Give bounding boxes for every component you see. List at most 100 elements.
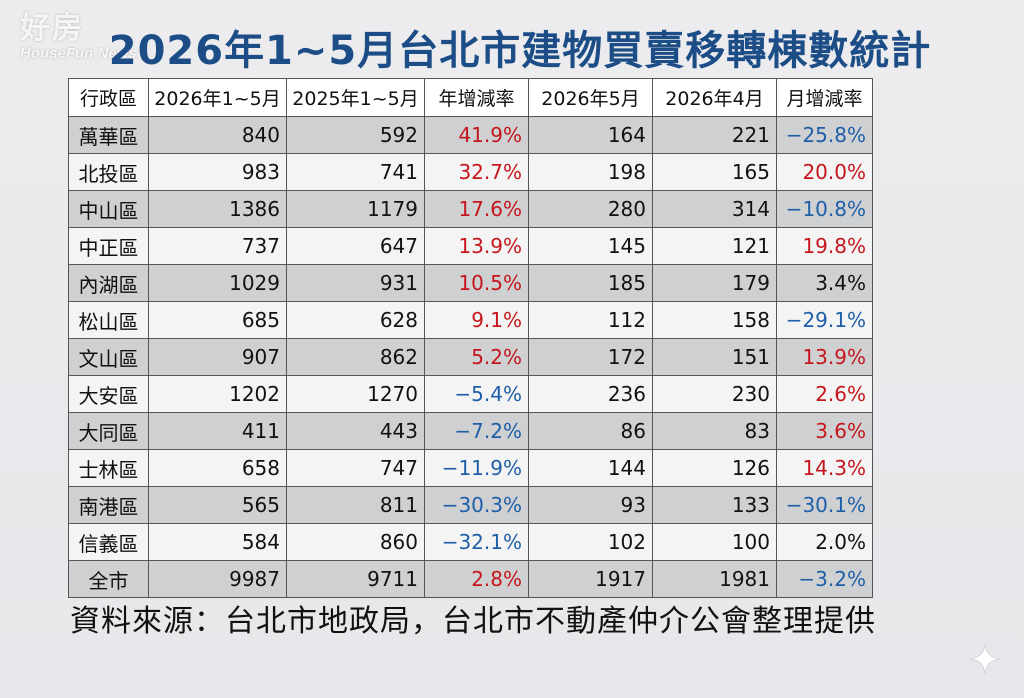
rate-cell: 2.0%	[776, 523, 873, 561]
rate-cell: 2.6%	[776, 375, 873, 413]
count-cell: 280	[528, 190, 653, 228]
rate-cell: 13.9%	[424, 227, 529, 265]
table-row: 信義區 584 860 −32.1% 102 100 2.0%	[68, 523, 873, 561]
watermark: 好房 HouseFun News	[20, 11, 137, 62]
count-cell: 145	[528, 227, 653, 265]
count-cell: 840	[148, 116, 287, 154]
table-row: 中正區 737 647 13.9% 145 121 19.8%	[68, 227, 873, 265]
count-cell: 121	[652, 227, 777, 265]
column-header: 2026年4月	[652, 78, 777, 117]
rate-cell: 2.8%	[424, 560, 529, 598]
count-cell: 811	[286, 486, 425, 524]
count-cell: 151	[652, 338, 777, 376]
rate-cell: 10.5%	[424, 264, 529, 302]
count-cell: 93	[528, 486, 653, 524]
rate-cell: −30.3%	[424, 486, 529, 524]
district-cell: 大同區	[68, 412, 149, 450]
district-cell: 松山區	[68, 301, 149, 339]
count-cell: 9987	[148, 560, 287, 598]
count-cell: 230	[652, 375, 777, 413]
count-cell: 102	[528, 523, 653, 561]
count-cell: 1179	[286, 190, 425, 228]
column-header: 2025年1~5月	[286, 78, 425, 117]
count-cell: 862	[286, 338, 425, 376]
count-cell: 658	[148, 449, 287, 487]
district-cell: 士林區	[68, 449, 149, 487]
rate-cell: 20.0%	[776, 153, 873, 191]
count-cell: 983	[148, 153, 287, 191]
column-header: 行政區	[68, 78, 149, 117]
count-cell: 1981	[652, 560, 777, 598]
rate-cell: 9.1%	[424, 301, 529, 339]
count-cell: 1917	[528, 560, 653, 598]
count-cell: 221	[652, 116, 777, 154]
page-title: 2026年1~5月台北市建物買賣移轉棟數統計	[108, 28, 932, 74]
rate-cell: −5.4%	[424, 375, 529, 413]
count-cell: 164	[528, 116, 653, 154]
district-cell: 北投區	[68, 153, 149, 191]
rate-cell: 13.9%	[776, 338, 873, 376]
rate-cell: −29.1%	[776, 301, 873, 339]
table-body: 萬華區 840 592 41.9% 164 221 −25.8% 北投區 983 741 32.7%…	[68, 116, 873, 598]
watermark-logo-text: 好房	[20, 11, 84, 46]
count-cell: 172	[528, 338, 653, 376]
count-cell: 747	[286, 449, 425, 487]
table-row: 松山區 685 628 9.1% 112 158 −29.1%	[68, 301, 873, 339]
table-header-row: 行政區 2026年1~5月 2025年1~5月 年增減率 2026年5月 202…	[68, 78, 873, 117]
watermark-subtext: HouseFun News	[20, 45, 137, 62]
count-cell: 931	[286, 264, 425, 302]
count-cell: 565	[148, 486, 287, 524]
count-cell: 83	[652, 412, 777, 450]
count-cell: 584	[148, 523, 287, 561]
table-row: 南港區 565 811 −30.3% 93 133 −30.1%	[68, 486, 873, 524]
rate-cell: 19.8%	[776, 227, 873, 265]
count-cell: 179	[652, 264, 777, 302]
rate-cell: 5.2%	[424, 338, 529, 376]
district-cell: 中山區	[68, 190, 149, 228]
table-row: 萬華區 840 592 41.9% 164 221 −25.8%	[68, 116, 873, 154]
rate-cell: 17.6%	[424, 190, 529, 228]
source-note: 資料來源：台北市地政局，台北市不動產仲介公會整理提供	[70, 604, 876, 639]
count-cell: 198	[528, 153, 653, 191]
district-cell: 中正區	[68, 227, 149, 265]
column-header: 年增減率	[424, 78, 529, 117]
count-cell: 1202	[148, 375, 287, 413]
count-cell: 165	[652, 153, 777, 191]
count-cell: 133	[652, 486, 777, 524]
rate-cell: −7.2%	[424, 412, 529, 450]
count-cell: 158	[652, 301, 777, 339]
count-cell: 86	[528, 412, 653, 450]
rate-cell: 32.7%	[424, 153, 529, 191]
count-cell: 100	[652, 523, 777, 561]
count-cell: 741	[286, 153, 425, 191]
count-cell: 628	[286, 301, 425, 339]
count-cell: 685	[148, 301, 287, 339]
rate-cell: −32.1%	[424, 523, 529, 561]
table-row: 中山區 1386 1179 17.6% 280 314 −10.8%	[68, 190, 873, 228]
column-header: 月增減率	[776, 78, 873, 117]
table-row: 文山區 907 862 5.2% 172 151 13.9%	[68, 338, 873, 376]
column-header: 2026年5月	[528, 78, 653, 117]
table-row: 北投區 983 741 32.7% 198 165 20.0%	[68, 153, 873, 191]
count-cell: 411	[148, 412, 287, 450]
count-cell: 1029	[148, 264, 287, 302]
count-cell: 314	[652, 190, 777, 228]
count-cell: 1270	[286, 375, 425, 413]
count-cell: 126	[652, 449, 777, 487]
rate-cell: −11.9%	[424, 449, 529, 487]
column-header: 2026年1~5月	[148, 78, 287, 117]
rate-cell: −25.8%	[776, 116, 873, 154]
district-cell: 全市	[68, 560, 149, 598]
rate-cell: −10.8%	[776, 190, 873, 228]
rate-cell: 41.9%	[424, 116, 529, 154]
rate-cell: 3.6%	[776, 412, 873, 450]
table-row: 內湖區 1029 931 10.5% 185 179 3.4%	[68, 264, 873, 302]
district-cell: 文山區	[68, 338, 149, 376]
count-cell: 144	[528, 449, 653, 487]
count-cell: 185	[528, 264, 653, 302]
rate-cell: −3.2%	[776, 560, 873, 598]
table-row: 士林區 658 747 −11.9% 144 126 14.3%	[68, 449, 873, 487]
district-cell: 萬華區	[68, 116, 149, 154]
count-cell: 860	[286, 523, 425, 561]
count-cell: 647	[286, 227, 425, 265]
